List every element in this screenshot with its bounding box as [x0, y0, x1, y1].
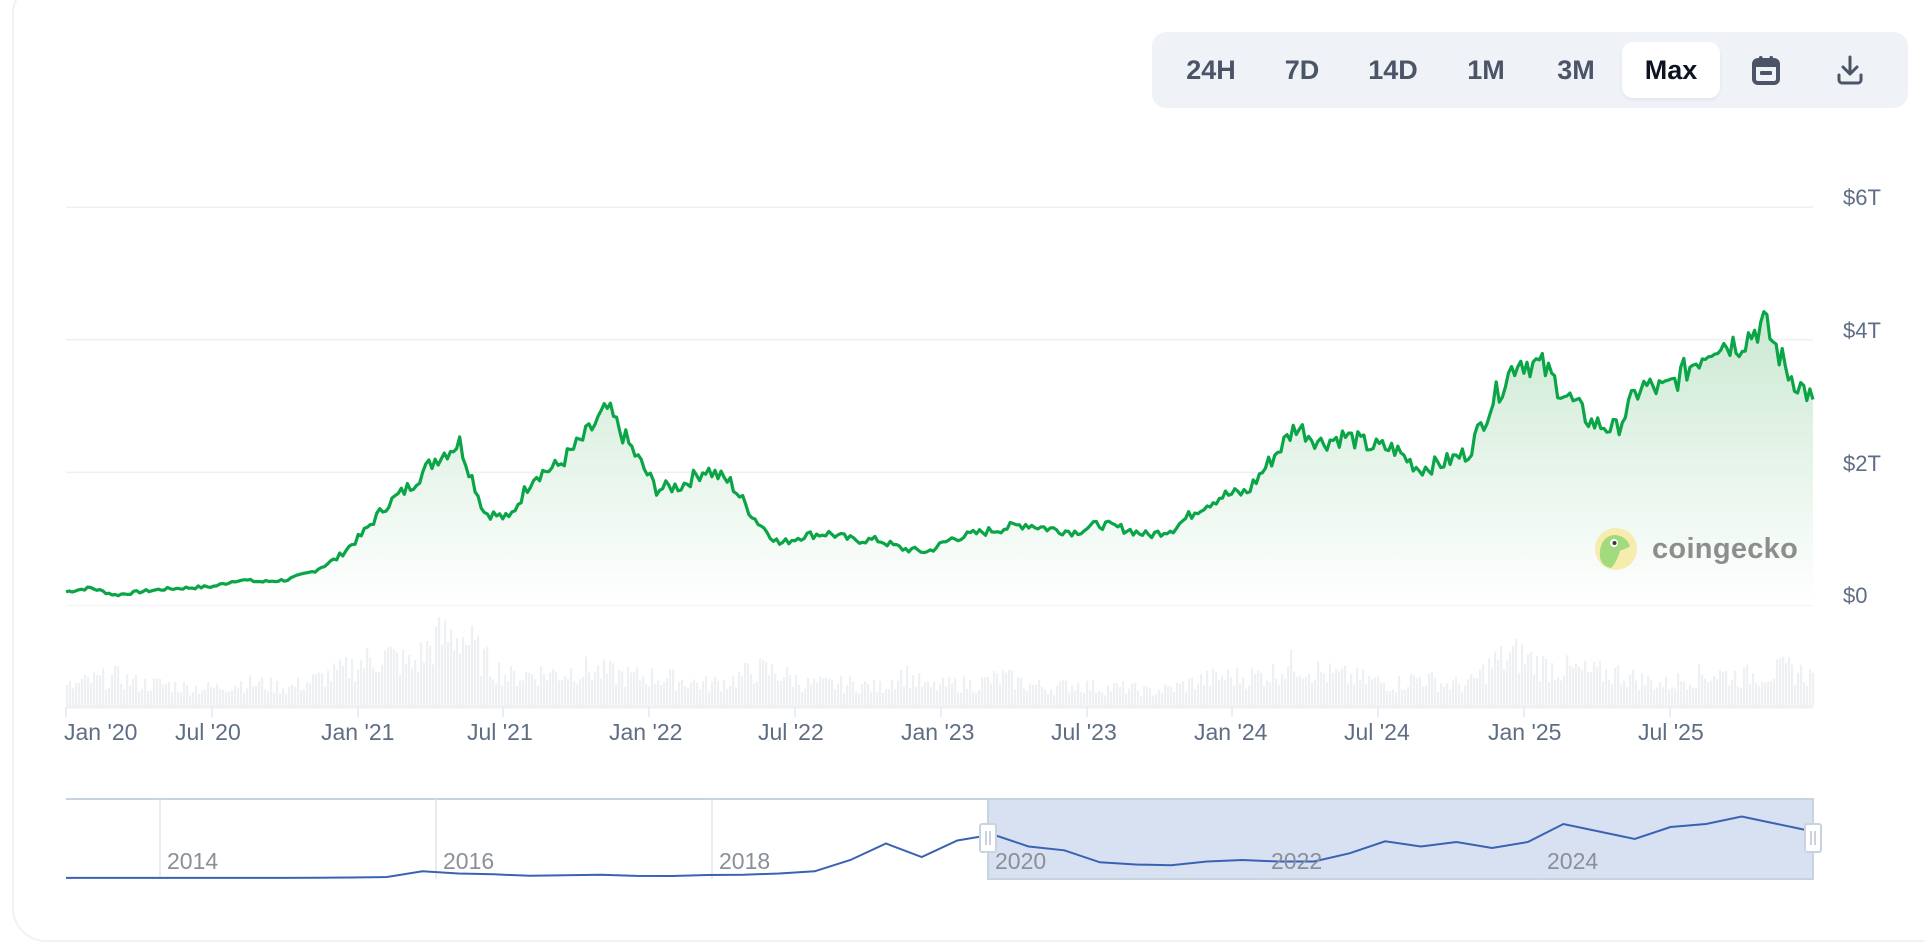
- x-tick: Jul '22: [758, 719, 824, 745]
- y-tick-2t: $2T: [1843, 451, 1881, 476]
- range-14d-button[interactable]: 14D: [1368, 54, 1418, 85]
- x-tick: Jan '25: [1488, 719, 1562, 745]
- range-1m-button[interactable]: 1M: [1467, 54, 1505, 85]
- navigator-right-handle[interactable]: [1804, 823, 1822, 853]
- range-24h-button[interactable]: 24H: [1186, 54, 1236, 85]
- navigator-selected-range[interactable]: [988, 799, 1813, 879]
- navigator-tick: 2016: [443, 848, 495, 874]
- range-7d-button[interactable]: 7D: [1284, 54, 1320, 85]
- download-icon: [1837, 55, 1863, 85]
- coingecko-gecko-logo-icon: [1595, 528, 1637, 570]
- y-tick-4t: $4T: [1843, 318, 1881, 343]
- x-tick: Jan '22: [609, 719, 683, 745]
- x-tick: Jul '21: [467, 719, 533, 745]
- y-tick-6t: $6T: [1843, 185, 1881, 210]
- range-3m-button[interactable]: 3M: [1557, 54, 1595, 85]
- x-tick: Jan '21: [321, 719, 395, 745]
- x-tick: Jul '24: [1344, 719, 1410, 745]
- x-tick: Jan '20: [64, 719, 138, 745]
- volume-bars: [66, 617, 1815, 709]
- calendar-button[interactable]: [1732, 42, 1800, 98]
- market-cap-line: [65, 310, 1815, 598]
- x-tick: Jul '23: [1051, 719, 1117, 745]
- x-axis-ticks: [65, 707, 1671, 717]
- y-tick-0: $0: [1843, 583, 1868, 608]
- navigator-line: [66, 815, 1814, 879]
- x-tick: Jul '25: [1638, 719, 1704, 745]
- range-navigator[interactable]: [66, 798, 1822, 880]
- x-tick: Jan '23: [901, 719, 975, 745]
- x-tick: Jul '20: [175, 719, 241, 745]
- navigator-left-handle[interactable]: [979, 823, 997, 853]
- calendar-icon: [1752, 56, 1780, 85]
- navigator-tick: 2020: [995, 848, 1047, 874]
- x-tick: Jan '24: [1194, 719, 1268, 745]
- navigator-tick: 2022: [1271, 848, 1323, 874]
- market-cap-area: [66, 311, 1813, 605]
- navigator-tick: 2014: [167, 848, 219, 874]
- download-button[interactable]: [1816, 42, 1884, 98]
- time-range-toolbar: 24H 7D 14D 1M 3M Max: [1152, 32, 1908, 108]
- watermark-text: coingecko: [1652, 532, 1799, 565]
- navigator-tick: 2018: [719, 848, 771, 874]
- range-max-button[interactable]: Max: [1622, 42, 1720, 98]
- navigator-tick: 2024: [1547, 848, 1599, 874]
- coingecko-watermark: coingecko: [1594, 527, 1798, 571]
